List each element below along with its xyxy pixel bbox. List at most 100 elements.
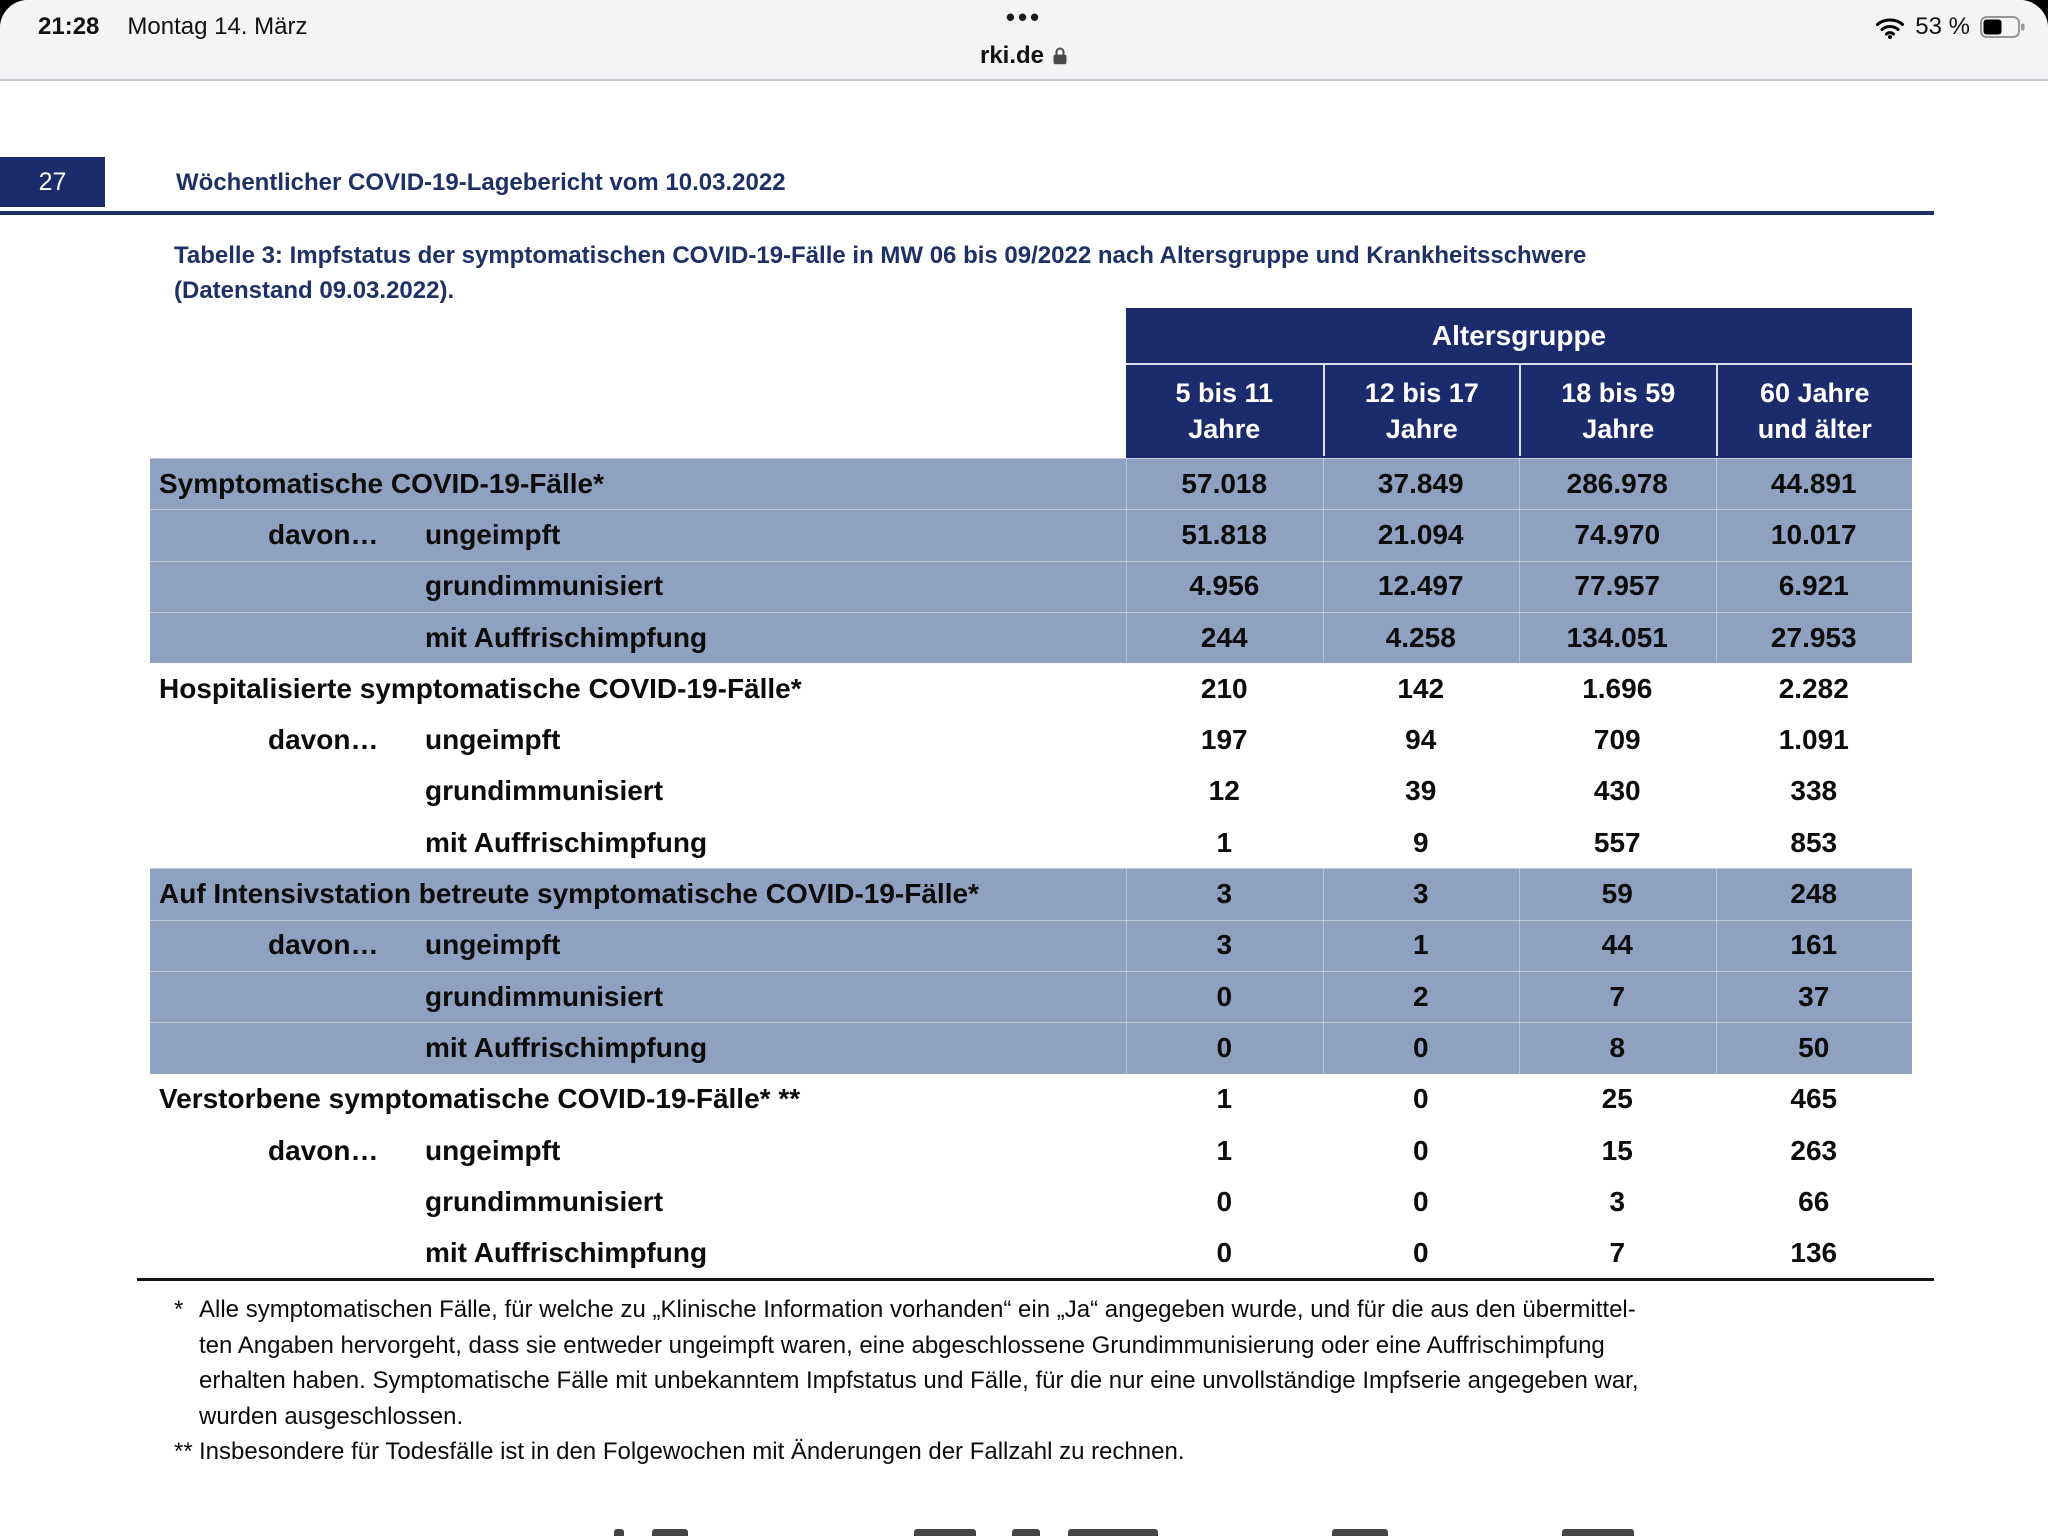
row-label: Auf Intensivstation betreute symptomatis… — [159, 878, 979, 910]
value-cell: 161 — [1716, 920, 1913, 971]
status-right: 53 % — [1875, 13, 2026, 40]
value-cell: 77.957 — [1519, 561, 1716, 612]
row-label-cell: davon… ungeimpft — [150, 509, 1126, 560]
value-cell: 44.891 — [1716, 458, 1913, 509]
column-header-line: Jahre — [1582, 413, 1655, 444]
column-header-line: Jahre — [1385, 413, 1458, 444]
table-row: grundimmunisiert 4.956 12.497 77.957 6.921 — [150, 560, 1912, 612]
site-address[interactable]: rki.de — [979, 42, 1045, 69]
value-cell: 66 — [1798, 1185, 1830, 1217]
value-cell: 3 — [1323, 868, 1520, 919]
row-label-cell: davon… ungeimpft — [150, 1125, 1126, 1176]
davon-prefix: davon… — [268, 929, 379, 961]
row-label: grundimmunisiert — [425, 570, 664, 602]
value-cell: 338 — [1790, 775, 1838, 807]
row-label: Verstorbene symptomatische COVID-19-Fäll… — [159, 1083, 801, 1115]
column-header-line: Jahre — [1188, 413, 1261, 444]
status-bar: 21:28 Montag 14. März ••• rki.de 53 % — [0, 0, 2048, 81]
footnote-line: erhalten haben. Symptomatische Fälle mit… — [199, 1367, 1639, 1394]
column-header-60-plus: 60 Jahre und älter — [1715, 365, 1913, 456]
value-cell: 94 — [1405, 724, 1437, 756]
footnote-line: wurden ausgeschlossen. — [199, 1402, 464, 1430]
battery-icon — [1980, 16, 2025, 38]
value-cell: 134.051 — [1519, 612, 1716, 663]
value-cell: 465 — [1790, 1083, 1838, 1115]
value-cell: 74.970 — [1519, 509, 1716, 560]
table-row: grundimmunisiert 0 2 7 37 — [150, 970, 1913, 1023]
row-label-cell: davon… ungeimpft — [150, 714, 1126, 765]
value-cell: 4.258 — [1323, 612, 1520, 663]
value-cell: 12 — [1208, 775, 1240, 807]
value-cell: 1.091 — [1778, 724, 1849, 756]
value-cell: 1 — [1216, 1083, 1233, 1115]
row-label-cell: grundimmunisiert — [150, 971, 1126, 1022]
address-bar[interactable]: rki.de — [980, 40, 1068, 72]
value-cell: 3 — [1126, 920, 1323, 971]
column-header-line: 18 bis 59 — [1561, 377, 1676, 408]
row-label: mit Auffrischimpfung — [425, 826, 708, 858]
column-header-18-59: 18 bis 59 Jahre — [1519, 365, 1716, 456]
value-cell: 37.849 — [1323, 458, 1520, 509]
row-label: Hospitalisierte symptomatische COVID-19-… — [159, 672, 802, 704]
partial-next-content — [0, 1522, 2048, 1536]
value-cell: 10.017 — [1716, 509, 1913, 560]
value-cell: 12.497 — [1323, 561, 1520, 612]
clipped-text-fragment — [1068, 1529, 1158, 1536]
value-cell: 2 — [1323, 971, 1520, 1022]
row-label-cell: davon… ungeimpft — [150, 920, 1126, 971]
value-cell: 210 — [1200, 672, 1248, 704]
davon-prefix: davon… — [268, 1134, 379, 1166]
value-cell: 1 — [1216, 826, 1233, 858]
row-label: mit Auffrischimpfung — [425, 621, 708, 653]
footnote-rule — [137, 1278, 1934, 1281]
value-cell: 3 — [1609, 1185, 1626, 1217]
row-label-cell: grundimmunisiert — [150, 766, 1126, 817]
row-label-cell: Hospitalisierte symptomatische COVID-19-… — [150, 663, 1126, 714]
table-row: davon… ungeimpft 1 0 15 263 — [150, 1125, 1912, 1176]
clock: 21:28 — [38, 13, 100, 40]
table-body: Symptomatische COVID-19-Fälle* 57.018 37.8… — [150, 458, 1912, 1279]
clipped-text-fragment — [1332, 1529, 1388, 1536]
row-label: ungeimpft — [425, 929, 561, 961]
status-left: 21:28 Montag 14. März — [38, 12, 307, 42]
row-label-cell: grundimmunisiert — [150, 561, 1126, 612]
row-label: grundimmunisiert — [425, 980, 664, 1012]
table-row: mit Auffrischimpfung 244 4.258 134.051 27.95… — [150, 611, 1913, 664]
clipped-text-fragment — [914, 1529, 976, 1536]
value-cell: 3 — [1126, 868, 1323, 919]
table-row: grundimmunisiert 12 39 430 338 — [150, 766, 1912, 817]
value-cell: 1 — [1216, 1134, 1233, 1166]
header-rule — [0, 211, 1934, 215]
page-number: 27 — [38, 167, 67, 196]
column-header-5-11: 5 bis 11 Jahre — [1126, 365, 1323, 456]
row-label-cell: mit Auffrischimpfung — [150, 612, 1126, 663]
value-cell: 4.956 — [1126, 561, 1323, 612]
table-row: grundimmunisiert 0 0 3 66 — [150, 1176, 1912, 1227]
table-row: mit Auffrischimpfung 0 0 8 50 — [150, 1022, 1912, 1074]
table-row: mit Auffrischimpfung 0 0 7 136 — [150, 1227, 1912, 1278]
table-row: Auf Intensivstation betreute symptomatis… — [150, 868, 1913, 920]
lock-icon — [1053, 47, 1067, 65]
tab-overview-dots-icon[interactable]: ••• — [1005, 2, 1043, 32]
value-cell: 0 — [1323, 1022, 1520, 1073]
clipped-text-fragment — [1562, 1529, 1634, 1536]
table-row: Verstorbene symptomatische COVID-19-Fäll… — [150, 1074, 1912, 1125]
clipped-text-fragment — [1012, 1529, 1040, 1536]
page-number-badge: 27 — [0, 157, 105, 207]
value-cell: 0 — [1412, 1237, 1429, 1269]
footnote-1-marker: * — [174, 1296, 184, 1323]
table-caption: Tabelle 3: Impfstatus der symptomatische… — [174, 238, 1586, 308]
clipped-text-fragment — [614, 1529, 624, 1536]
value-cell: 248 — [1716, 868, 1913, 919]
value-cell: 37 — [1716, 971, 1913, 1022]
value-cell: 709 — [1593, 724, 1641, 756]
wifi-icon — [1876, 18, 1905, 39]
value-cell: 0 — [1216, 1185, 1233, 1217]
value-cell: 286.978 — [1519, 458, 1716, 509]
row-label-cell: mit Auffrischimpfung — [150, 1227, 1126, 1278]
value-cell: 27.953 — [1716, 612, 1913, 663]
value-cell: 2.282 — [1778, 672, 1849, 704]
value-cell: 557 — [1593, 826, 1641, 858]
davon-prefix: davon… — [268, 518, 379, 550]
